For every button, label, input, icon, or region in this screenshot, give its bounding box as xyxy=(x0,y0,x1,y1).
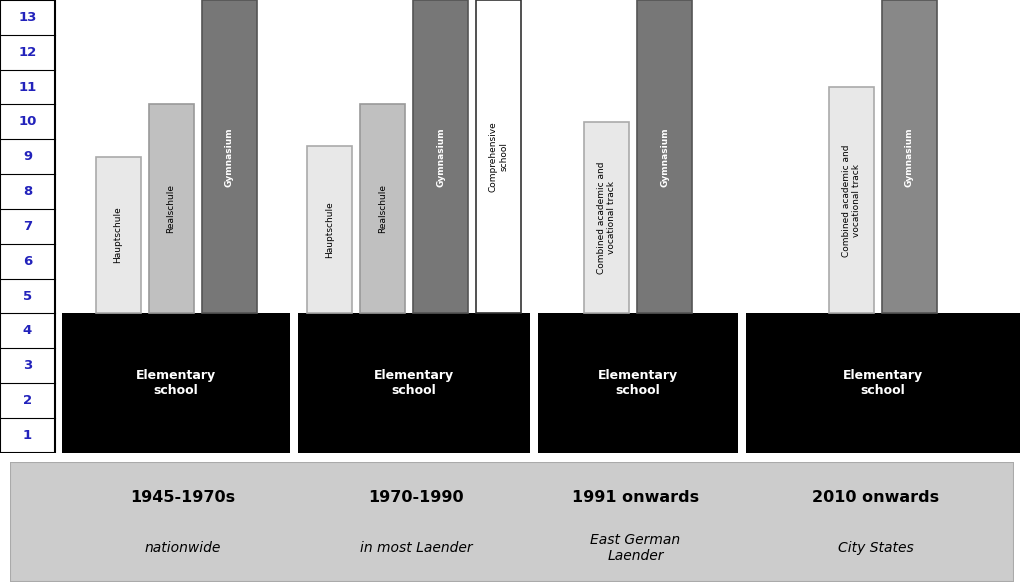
Bar xyxy=(307,146,352,313)
Text: 1: 1 xyxy=(23,429,32,442)
Bar xyxy=(829,87,874,313)
Text: 8: 8 xyxy=(23,185,32,198)
Text: Hauptschule: Hauptschule xyxy=(325,202,334,258)
Text: City States: City States xyxy=(838,542,913,556)
Bar xyxy=(882,0,937,313)
Text: 7: 7 xyxy=(23,220,32,233)
Text: hierarchical
two-tier system: hierarchical two-tier system xyxy=(579,463,697,491)
Text: Gymnasium: Gymnasium xyxy=(905,127,914,186)
Bar xyxy=(746,313,1020,453)
Bar xyxy=(584,122,629,313)
Text: 1991 onwards: 1991 onwards xyxy=(572,490,699,505)
Bar xyxy=(413,0,468,313)
Bar xyxy=(298,313,530,453)
Bar xyxy=(202,0,256,313)
Text: Elementary
school: Elementary school xyxy=(843,369,923,397)
FancyBboxPatch shape xyxy=(10,462,1014,582)
Text: nationwide: nationwide xyxy=(144,542,221,556)
Text: 13: 13 xyxy=(18,11,37,24)
Text: four-tiered
school system: four-tiered school system xyxy=(360,463,467,491)
Text: Combined academic and
vocational track: Combined academic and vocational track xyxy=(842,144,861,256)
Text: Elementary
school: Elementary school xyxy=(374,369,454,397)
Text: 1970-1990: 1970-1990 xyxy=(369,490,464,505)
Text: 5: 5 xyxy=(23,289,32,303)
Bar xyxy=(62,313,290,453)
Text: East German
Laender: East German Laender xyxy=(591,533,681,563)
Text: 9: 9 xyxy=(23,150,32,163)
Text: Hauptschule: Hauptschule xyxy=(114,207,123,263)
Text: 12: 12 xyxy=(18,46,37,59)
Text: 3: 3 xyxy=(23,359,32,372)
Text: 10: 10 xyxy=(18,115,37,128)
Text: 6: 6 xyxy=(23,255,32,268)
Text: 2010 onwards: 2010 onwards xyxy=(812,490,939,505)
Text: Gymnasium: Gymnasium xyxy=(436,127,445,186)
Text: Elementary
school: Elementary school xyxy=(136,369,216,397)
Bar xyxy=(476,0,521,313)
Text: 2: 2 xyxy=(23,394,32,407)
Text: in most Laender: in most Laender xyxy=(359,542,472,556)
Text: Realschule: Realschule xyxy=(378,185,387,233)
Text: 4: 4 xyxy=(23,325,32,338)
Bar xyxy=(95,157,140,313)
Bar xyxy=(0,0,55,453)
Bar xyxy=(538,313,738,453)
Text: Realschule: Realschule xyxy=(167,185,175,233)
Text: Combined academic and
vocational track: Combined academic and vocational track xyxy=(597,162,616,274)
Text: Elementary
school: Elementary school xyxy=(598,369,678,397)
Bar xyxy=(637,0,692,313)
Text: Gymnasium: Gymnasium xyxy=(660,127,669,186)
Text: horizontal two-
tier system: horizontal two- tier system xyxy=(826,463,940,491)
Text: Comprehensive
school: Comprehensive school xyxy=(488,121,508,192)
Text: Gymnasium: Gymnasium xyxy=(224,127,233,186)
Text: 11: 11 xyxy=(18,81,37,93)
Text: 1945-1970s: 1945-1970s xyxy=(130,490,236,505)
Bar xyxy=(148,105,194,313)
Text: tripartite
school system: tripartite school system xyxy=(123,463,229,491)
Bar xyxy=(360,105,406,313)
